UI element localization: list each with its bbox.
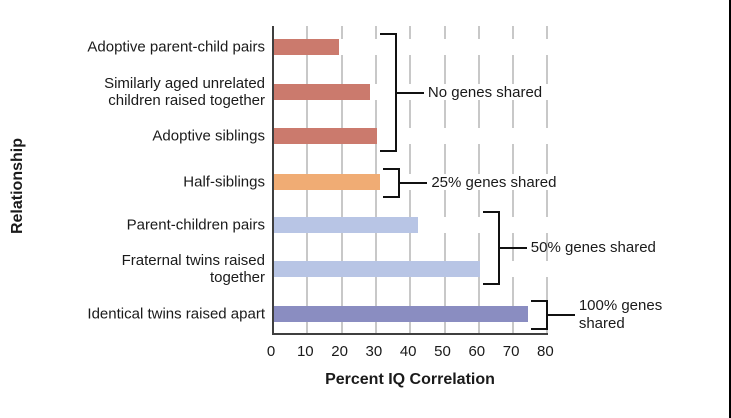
x-tick-0: 0 [266,343,276,360]
category-label: Identical twins raised apart [87,305,265,323]
bracket-4-connector [547,314,575,316]
category-label: Adoptive parent-child pairs [87,38,265,56]
category-label: Fraternal twins raised together [121,252,265,286]
bracket-2-label: 25% genes shared [431,174,557,191]
x-tick-20: 20 [331,343,348,360]
bar-row [274,217,548,233]
bracket-3-label: 50% genes shared [530,239,656,256]
bracket-3-stub-top [482,211,498,213]
bar-6 [274,261,480,277]
bracket-1-connector [396,92,424,94]
bracket-3-connector [499,247,527,249]
bracket-1-label: No genes shared [427,84,543,101]
bracket-4-label: 100% genes shared [578,297,663,332]
bar-4 [274,174,381,190]
bracket-2-connector [400,182,428,184]
bracket-4-vertical [545,300,548,330]
bracket-4-stub-bottom [530,328,546,330]
bracket-1-stub-top [379,33,395,35]
bracket-3-vertical [497,211,500,285]
x-tick-80: 80 [537,343,554,360]
bracket-4-stub-top [530,300,546,302]
x-tick-30: 30 [365,343,383,360]
page-border-right-line [729,0,731,418]
category-label: Adoptive siblings [152,127,265,145]
bar-row [274,39,548,55]
bar-2 [274,84,371,100]
x-tick-50: 50 [434,343,451,360]
x-tick-40: 40 [399,343,417,360]
bracket-2-stub-top [383,168,399,170]
plot-area [272,26,549,335]
x-axis-title: Percent IQ Correlation [325,371,495,388]
x-tick-70: 70 [502,343,520,360]
x-tick-60: 60 [468,343,486,360]
bar-row [274,306,548,322]
y-axis-title: Relationship [9,138,26,235]
bracket-3-stub-bottom [482,283,498,285]
bracket-1-vertical [394,33,397,152]
bar-7 [274,306,528,322]
bar-row [274,261,548,277]
category-label: Half-siblings [183,173,265,191]
category-label: Parent-children pairs [126,216,265,234]
bar-5 [274,217,419,233]
bracket-2-stub-bottom [383,196,399,198]
bar-1 [274,39,340,55]
bracket-2-vertical [398,168,401,198]
bracket-1-stub-bottom [379,150,395,152]
bar-row [274,128,548,144]
category-label: Similarly aged unrelated children raised… [104,75,265,109]
x-tick-10: 10 [296,343,314,360]
bar-3 [274,128,377,144]
